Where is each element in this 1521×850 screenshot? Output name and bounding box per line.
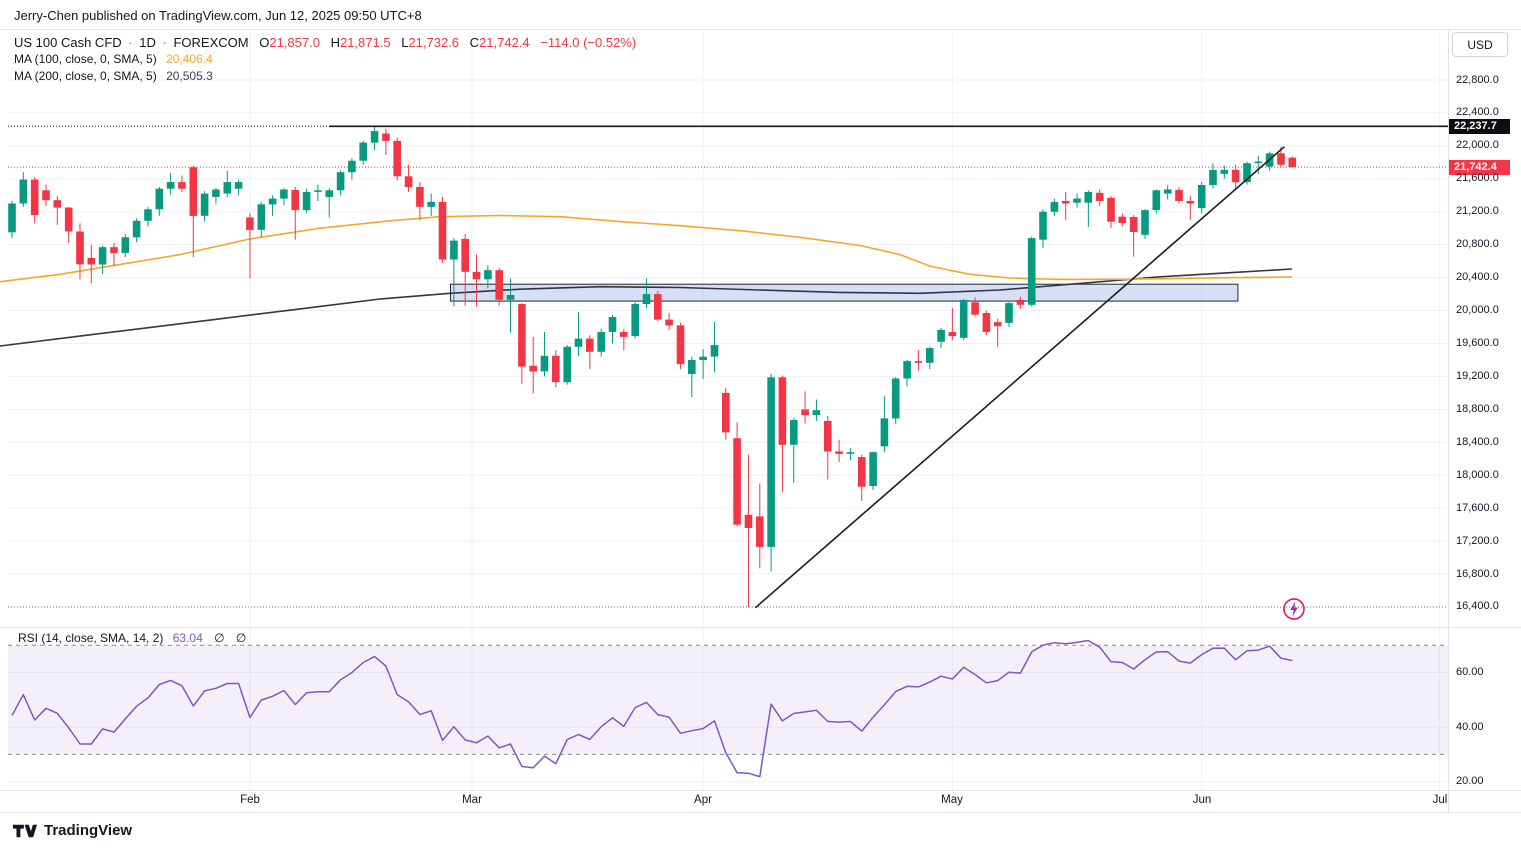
price-axis-tick: 21,200.0 [1456, 205, 1499, 217]
rsi-band [8, 645, 1448, 755]
rsi-label[interactable]: RSI (14, close, SMA, 14, 2) [18, 631, 164, 645]
candlestick-series [8, 126, 1297, 607]
rsi-axis-tick: 60.00 [1456, 666, 1484, 678]
ma100-label[interactable]: MA (100, close, 0, SMA, 5) [14, 52, 157, 66]
flash-idea-icon[interactable] [1282, 597, 1306, 621]
symbol-row: US 100 Cash CFD · 1D · FOREXCOM O21,857.… [14, 34, 636, 51]
separator-dot: · [128, 35, 133, 50]
rsi-axis-tick: 20.00 [1456, 775, 1484, 787]
open-value: 21,857.0 [269, 35, 320, 50]
interval[interactable]: 1D [139, 35, 156, 50]
exchange: FOREXCOM [173, 35, 249, 50]
symbol-name[interactable]: US 100 Cash CFD [14, 35, 122, 50]
rsi-value: 63.04 [172, 631, 203, 645]
time-axis-border-bottom [0, 812, 1521, 813]
header-divider [0, 29, 1521, 30]
tradingview-logo-icon [13, 824, 37, 837]
price-axis-tick: 20,800.0 [1456, 238, 1499, 250]
separator-dot: · [162, 35, 167, 50]
rsi-legend: RSI (14, close, SMA, 14, 2) 63.04 ∅ ∅ [18, 631, 246, 645]
time-axis-month[interactable]: Mar [462, 794, 482, 806]
price-axis-tick: 18,800.0 [1456, 403, 1499, 415]
price-axis-tick: 19,200.0 [1456, 370, 1499, 382]
high-price-badge: 22,237.7 [1449, 118, 1510, 134]
time-axis-month[interactable]: Feb [240, 794, 260, 806]
close-value: 21,742.4 [479, 35, 530, 50]
open-label: O [259, 35, 270, 50]
price-axis-tick: 17,200.0 [1456, 535, 1499, 547]
rsi-null-value: ∅ [235, 631, 247, 645]
last-price-badge: 21,742.4 [1449, 159, 1510, 175]
time-axis-month[interactable]: Jul [1432, 794, 1448, 806]
close-label: C [469, 35, 480, 50]
price-axis-tick: 18,000.0 [1456, 469, 1499, 481]
chart-legend: US 100 Cash CFD · 1D · FOREXCOM O21,857.… [14, 34, 636, 85]
ma200-row: MA (200, close, 0, SMA, 5) 20,505.3 [14, 68, 636, 85]
time-axis-month[interactable]: Jun [1192, 794, 1212, 806]
ma200-value: 20,505.3 [166, 69, 213, 83]
ma200-label[interactable]: MA (200, close, 0, SMA, 5) [14, 69, 157, 83]
price-axis-tick: 22,800.0 [1456, 74, 1499, 86]
price-axis-tick: 22,400.0 [1456, 106, 1499, 118]
time-axis-border-top [0, 790, 1521, 791]
price-axis-tick: 21,600.0 [1456, 172, 1499, 184]
low-value: 21,732.6 [408, 35, 460, 50]
change-value: −114.0 (−0.52%) [540, 35, 637, 50]
price-axis-border [1448, 29, 1449, 812]
rsi-axis-tick: 40.00 [1456, 721, 1484, 733]
price-axis-tick: 20,400.0 [1456, 271, 1499, 283]
high-value: 21,871.5 [339, 35, 391, 50]
price-axis-tick: 20,000.0 [1456, 304, 1499, 316]
price-axis-tick: 18,400.0 [1456, 436, 1499, 448]
ma100-row: MA (100, close, 0, SMA, 5) 20,406.4 [14, 51, 636, 68]
price-axis-tick: 22,000.0 [1456, 139, 1499, 151]
currency-toggle-button[interactable]: USD [1452, 32, 1508, 57]
price-axis-tick: 16,800.0 [1456, 568, 1499, 580]
ma100-value: 20,406.4 [166, 52, 213, 66]
time-axis-month[interactable]: May [941, 794, 963, 806]
tradingview-logo[interactable]: TradingView [13, 822, 132, 839]
tradingview-logo-text: TradingView [44, 822, 133, 839]
price-axis-tick: 17,600.0 [1456, 502, 1499, 514]
high-label: H [330, 35, 340, 50]
low-label: L [401, 35, 409, 50]
published-header: Jerry-Chen published on TradingView.com,… [14, 8, 422, 23]
rsi-line [11, 639, 1293, 778]
rsi-null-value: ∅ [214, 631, 225, 645]
pane-divider[interactable] [0, 627, 1521, 628]
time-axis-month[interactable]: Apr [694, 794, 712, 806]
price-axis-tick: 16,400.0 [1456, 600, 1499, 612]
price-axis-tick: 19,600.0 [1456, 337, 1499, 349]
